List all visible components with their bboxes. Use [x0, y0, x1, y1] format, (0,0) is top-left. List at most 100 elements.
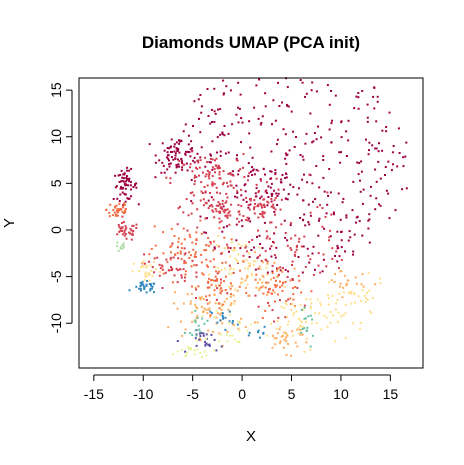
data-point	[208, 343, 211, 346]
data-point	[123, 212, 125, 215]
data-point	[287, 105, 290, 108]
data-point	[262, 216, 265, 219]
data-point	[218, 217, 221, 220]
data-point	[266, 273, 269, 276]
data-point	[123, 173, 126, 176]
data-point	[248, 217, 251, 220]
data-point	[219, 288, 222, 291]
data-point	[305, 132, 308, 135]
data-point	[229, 247, 232, 250]
data-point	[187, 134, 190, 137]
data-point	[268, 304, 271, 307]
data-point	[240, 188, 243, 191]
data-point	[342, 291, 345, 294]
data-point	[349, 236, 352, 239]
data-point	[227, 132, 230, 135]
data-point	[296, 244, 299, 247]
data-point	[120, 169, 123, 172]
data-point	[260, 121, 263, 124]
data-point	[218, 203, 221, 205]
data-point	[218, 212, 221, 214]
data-point	[208, 301, 211, 304]
data-point	[216, 191, 218, 194]
data-point	[247, 206, 250, 209]
data-point	[148, 253, 151, 256]
data-point	[193, 319, 196, 322]
data-point	[171, 242, 174, 245]
data-point	[301, 178, 304, 181]
data-point	[119, 173, 122, 176]
data-point	[273, 261, 276, 264]
data-point	[196, 208, 199, 211]
data-point	[361, 234, 364, 237]
data-point	[255, 273, 258, 276]
data-point	[251, 169, 254, 172]
data-point	[116, 241, 119, 244]
data-point	[229, 89, 232, 92]
data-point	[270, 221, 273, 224]
data-point	[215, 298, 218, 301]
data-point	[359, 179, 361, 182]
data-point	[308, 173, 311, 176]
data-point	[314, 198, 317, 201]
data-point	[191, 259, 194, 262]
data-point	[215, 244, 218, 247]
data-point	[114, 174, 117, 177]
data-point	[210, 283, 213, 286]
data-point	[284, 236, 287, 239]
data-point	[276, 332, 279, 335]
data-point	[229, 282, 232, 285]
data-point	[188, 251, 191, 254]
data-point	[223, 92, 225, 95]
data-point	[115, 185, 118, 188]
data-point	[302, 245, 305, 248]
data-point	[294, 341, 297, 344]
data-point	[300, 321, 303, 323]
data-point	[194, 309, 197, 312]
data-point	[178, 165, 181, 168]
data-point	[273, 337, 276, 340]
data-point	[118, 230, 121, 233]
data-point	[248, 331, 251, 334]
data-point	[253, 251, 256, 254]
data-point	[371, 144, 374, 147]
data-point	[218, 177, 221, 180]
data-point	[330, 90, 332, 92]
data-point	[259, 178, 262, 181]
data-point	[184, 152, 187, 155]
data-point	[231, 320, 234, 322]
data-point	[209, 260, 212, 263]
data-point	[281, 270, 284, 273]
data-point	[182, 211, 185, 214]
chart-title: Diamonds UMAP (PCA init)	[142, 33, 360, 52]
data-point	[266, 235, 269, 238]
data-point	[213, 167, 216, 170]
data-point	[276, 143, 278, 146]
data-point	[205, 249, 207, 252]
data-point	[387, 160, 390, 163]
data-point	[402, 156, 405, 159]
data-point	[194, 337, 197, 340]
data-point	[313, 312, 316, 315]
data-point	[270, 245, 273, 248]
data-point	[258, 190, 260, 192]
data-point	[253, 173, 256, 176]
data-point	[206, 184, 209, 187]
data-point	[247, 267, 250, 270]
data-point	[158, 159, 161, 162]
data-point	[159, 267, 162, 270]
data-point	[270, 194, 273, 197]
data-point	[273, 189, 275, 192]
data-point	[266, 293, 269, 296]
data-point	[211, 205, 214, 208]
data-point	[398, 152, 401, 154]
data-point	[143, 287, 146, 290]
data-point	[175, 147, 178, 150]
data-point	[344, 337, 347, 339]
data-point	[297, 256, 300, 258]
data-point	[359, 327, 361, 330]
data-point	[331, 294, 334, 297]
data-point	[214, 275, 217, 278]
data-point	[214, 208, 217, 210]
data-point	[191, 150, 194, 153]
